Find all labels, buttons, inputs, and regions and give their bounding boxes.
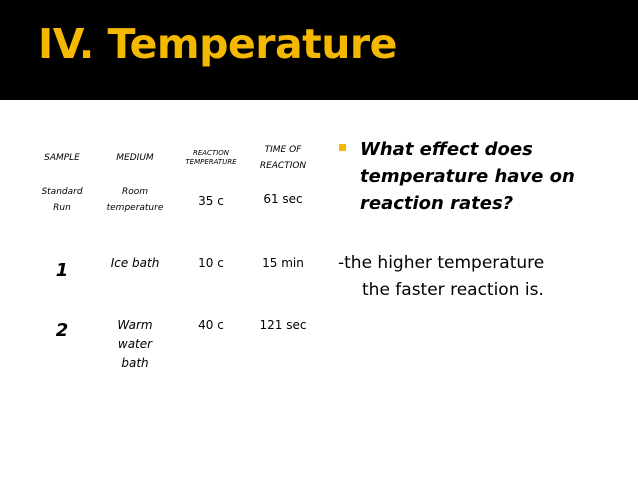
answer-line2: the faster reaction is. (362, 280, 544, 300)
cell-time: 61 sec (263, 192, 303, 206)
cell-sample: 2 (55, 320, 69, 341)
sample-line2: Run (53, 203, 71, 213)
header-time-line1: TIME OF (264, 145, 302, 155)
cell-medium: Warm water bath (94, 310, 176, 390)
cell-time: 121 sec (259, 318, 307, 332)
header-reaction-temperature-line1: REACTION (192, 149, 230, 157)
cell-temperature: 35 c (198, 194, 224, 208)
cell-time: 15 min (262, 256, 304, 270)
cell-medium: Ice bath (110, 256, 160, 270)
answer-line1: -the higher temperature (338, 253, 545, 273)
square-bullet-icon (339, 144, 346, 151)
answer-text: -the higher temperature the faster react… (338, 250, 628, 304)
table-row: 1 Ice bath 10 c 15 min (30, 244, 320, 310)
header-sample: SAMPLE (44, 153, 80, 163)
cell-sample: 1 (55, 260, 69, 281)
right-column: What effect does temperature have on rea… (338, 136, 628, 304)
cell-medium: Room temperature (94, 180, 176, 244)
medium-line3: bath (121, 356, 149, 370)
slide-title: IV. Temperature (38, 20, 397, 68)
question-line3: reaction rates? (360, 193, 514, 214)
header-time-line2: REACTION (259, 161, 307, 171)
content-panel (0, 100, 638, 479)
question-bullet: What effect does temperature have on rea… (338, 136, 628, 217)
header-time-of-reaction: TIME OF REACTION (246, 136, 320, 180)
question-line2: temperature have on (360, 166, 575, 187)
table-row: Standard Run Room temperature 35 c 61 se… (30, 180, 320, 244)
header-medium: MEDIUM (116, 153, 154, 163)
header-reaction-temperature-line2: TEMPERATURE (185, 158, 237, 166)
header-reaction-temperature: REACTION TEMPERATURE (176, 136, 246, 180)
cell-sample: Standard Run (30, 180, 94, 244)
reaction-table: SAMPLE MEDIUM REACTION TEMPERATURE TIME … (30, 136, 320, 390)
cell-temperature: 10 c (198, 256, 224, 270)
medium-line1: Warm (117, 318, 153, 332)
question-line1: What effect does (360, 139, 533, 160)
cell-temperature: 40 c (198, 318, 224, 332)
medium-line2: temperature (106, 203, 164, 213)
medium-line1: Room (121, 187, 149, 197)
table-row: 2 Warm water bath 40 c 121 sec (30, 310, 320, 390)
table-header-row: SAMPLE MEDIUM REACTION TEMPERATURE TIME … (30, 136, 320, 180)
sample-line1: Standard (41, 187, 83, 197)
medium-line2: water (117, 337, 153, 351)
